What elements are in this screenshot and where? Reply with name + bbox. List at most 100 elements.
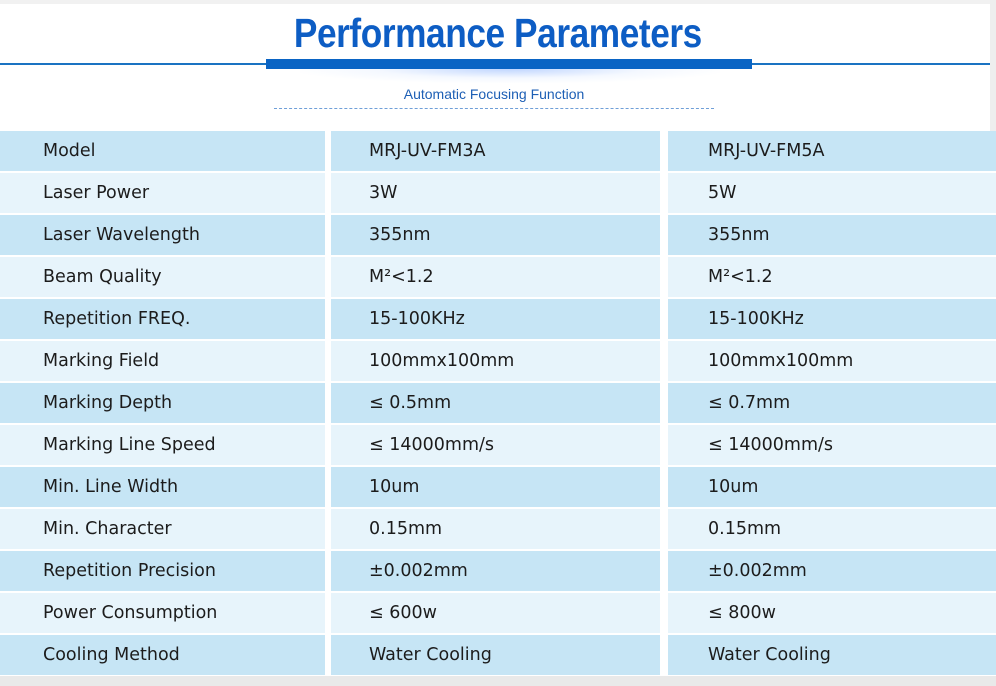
row-edge-right (986, 173, 996, 215)
row-edge-left (0, 509, 9, 551)
spec-label: Marking Depth (9, 383, 325, 425)
spec-value-model-a: ≤ 14000mm/s (331, 425, 660, 467)
column-gap (325, 509, 331, 551)
column-gap (660, 425, 668, 467)
spec-label: Min. Line Width (9, 467, 325, 509)
spec-label: Repetition FREQ. (9, 299, 325, 341)
spec-value-model-a: 0.15mm (331, 509, 660, 551)
spec-value-model-a: MRJ-UV-FM3A (331, 131, 660, 173)
spec-value-model-a: ≤ 600w (331, 593, 660, 635)
spec-value-model-a: 355nm (331, 215, 660, 257)
table-row: Repetition Precision ±0.002mm ±0.002mm (0, 551, 996, 593)
column-gap (325, 425, 331, 467)
header-accent-bar (266, 59, 752, 69)
table-row: Laser Wavelength 355nm 355nm (0, 215, 996, 257)
table-row: Power Consumption ≤ 600w ≤ 800w (0, 593, 996, 635)
column-gap (325, 299, 331, 341)
row-edge-right (986, 551, 996, 593)
table-row: Beam Quality M²<1.2 M²<1.2 (0, 257, 996, 299)
spec-value-model-b: 15-100KHz (668, 299, 986, 341)
column-gap (660, 215, 668, 257)
table-row: Min. Line Width 10um 10um (0, 467, 996, 509)
row-edge-left (0, 551, 9, 593)
column-gap (660, 257, 668, 299)
column-gap (325, 257, 331, 299)
spec-value-model-a: ±0.002mm (331, 551, 660, 593)
column-gap (660, 509, 668, 551)
row-edge-right (986, 131, 996, 173)
spec-value-model-a: ≤ 0.5mm (331, 383, 660, 425)
spec-value-model-b: ≤ 14000mm/s (668, 425, 986, 467)
spec-value-model-b: 355nm (668, 215, 986, 257)
row-edge-left (0, 383, 9, 425)
row-edge-right (986, 383, 996, 425)
row-edge-right (986, 299, 996, 341)
bottom-border (0, 676, 996, 686)
column-gap (325, 341, 331, 383)
spec-value-model-b: 0.15mm (668, 509, 986, 551)
column-gap (660, 467, 668, 509)
table-row: Cooling Method Water Cooling Water Cooling (0, 635, 996, 677)
spec-value-model-a: Water Cooling (331, 635, 660, 677)
table-row: Laser Power 3W 5W (0, 173, 996, 215)
row-edge-right (986, 257, 996, 299)
row-edge-left (0, 173, 9, 215)
spec-label: Min. Character (9, 509, 325, 551)
row-edge-right (986, 215, 996, 257)
spec-label: Marking Line Speed (9, 425, 325, 467)
spec-label: Power Consumption (9, 593, 325, 635)
table-row: Model MRJ-UV-FM3A MRJ-UV-FM5A (0, 131, 996, 173)
column-gap (325, 215, 331, 257)
table-row: Marking Line Speed ≤ 14000mm/s ≤ 14000mm/s (0, 425, 996, 467)
table-row: Marking Depth ≤ 0.5mm ≤ 0.7mm (0, 383, 996, 425)
spec-label: Beam Quality (9, 257, 325, 299)
row-edge-right (986, 425, 996, 467)
row-edge-left (0, 299, 9, 341)
row-edge-right (986, 341, 996, 383)
spec-label: Cooling Method (9, 635, 325, 677)
subtitle: Automatic Focusing Function (403, 86, 585, 102)
column-gap (660, 383, 668, 425)
spec-value-model-b: 100mmx100mm (668, 341, 986, 383)
column-gap (325, 173, 331, 215)
spec-value-model-a: 100mmx100mm (331, 341, 660, 383)
column-gap (660, 635, 668, 677)
row-edge-left (0, 341, 9, 383)
spec-table-body: Model MRJ-UV-FM3A MRJ-UV-FM5A Laser Power 3W… (0, 131, 996, 677)
column-gap (660, 173, 668, 215)
spec-label: Laser Power (9, 173, 325, 215)
spec-value-model-b: 10um (668, 467, 986, 509)
spec-label: Model (9, 131, 325, 173)
spec-value-model-b: Water Cooling (668, 635, 986, 677)
row-edge-left (0, 425, 9, 467)
header-glow (300, 69, 720, 83)
top-border (0, 0, 996, 4)
spec-value-model-a: 15-100KHz (331, 299, 660, 341)
column-gap (325, 593, 331, 635)
subtitle-dashed-rule (274, 108, 714, 109)
row-edge-left (0, 635, 9, 677)
column-gap (660, 341, 668, 383)
spec-label: Laser Wavelength (9, 215, 325, 257)
row-edge-right (986, 635, 996, 677)
column-gap (660, 551, 668, 593)
spec-value-model-b: 5W (668, 173, 986, 215)
row-edge-left (0, 131, 9, 173)
table-row: Marking Field 100mmx100mm 100mmx100mm (0, 341, 996, 383)
spec-value-model-b: M²<1.2 (668, 257, 986, 299)
column-gap (660, 131, 668, 173)
table-row: Repetition FREQ. 15-100KHz 15-100KHz (0, 299, 996, 341)
column-gap (660, 593, 668, 635)
page-title: Performance Parameters (293, 10, 702, 56)
row-edge-right (986, 467, 996, 509)
spec-value-model-a: 3W (331, 173, 660, 215)
column-gap (325, 131, 331, 173)
row-edge-right (986, 593, 996, 635)
spec-value-model-b: ≤ 800w (668, 593, 986, 635)
row-edge-left (0, 257, 9, 299)
row-edge-left (0, 215, 9, 257)
row-edge-left (0, 593, 9, 635)
spec-value-model-b: ≤ 0.7mm (668, 383, 986, 425)
spec-table: Model MRJ-UV-FM3A MRJ-UV-FM5A Laser Power 3W… (0, 131, 996, 677)
spec-label: Repetition Precision (9, 551, 325, 593)
